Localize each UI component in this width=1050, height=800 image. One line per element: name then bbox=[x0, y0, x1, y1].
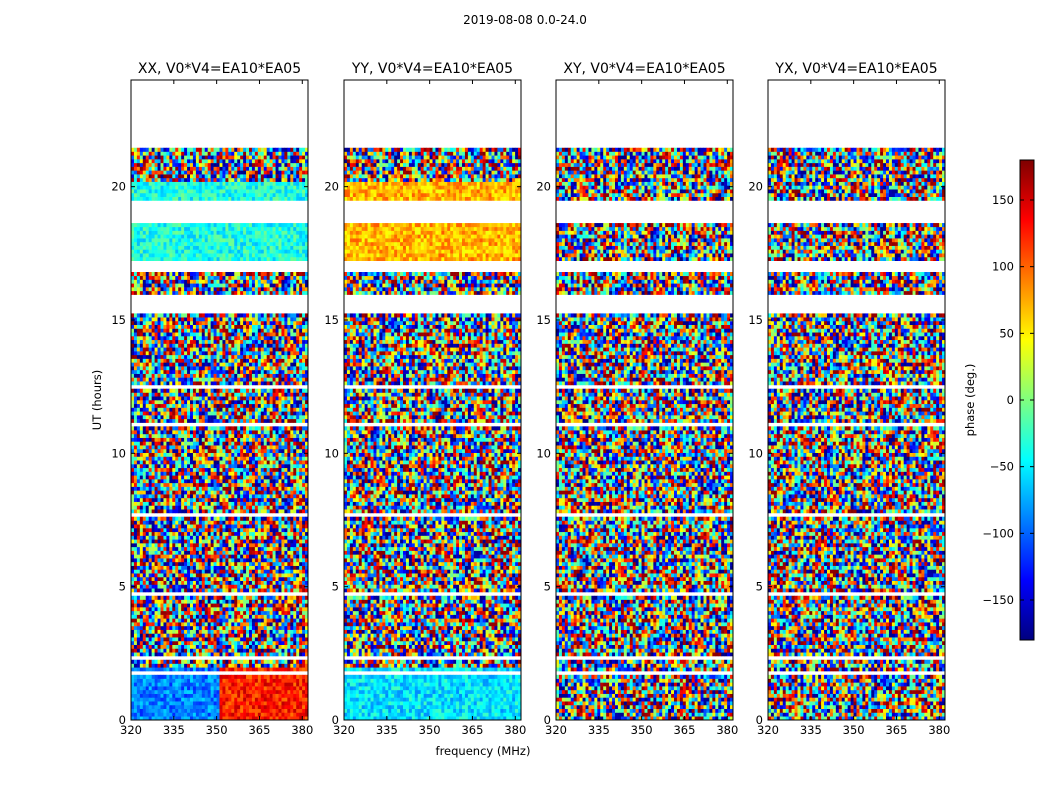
x-tick-label: 320 bbox=[757, 723, 779, 737]
y-axis-label: UT (hours) bbox=[90, 370, 104, 430]
y-tick-label: 15 bbox=[536, 313, 551, 327]
panel-title: YX, V0*V4=EA10*EA05 bbox=[774, 61, 937, 77]
y-tick-label: 0 bbox=[544, 713, 551, 727]
y-tick-label: 5 bbox=[332, 580, 339, 594]
x-tick-label: 380 bbox=[504, 723, 526, 737]
colorbar-tick-label: −100 bbox=[982, 526, 1014, 540]
panel-2-frame bbox=[343, 79, 522, 721]
x-tick-label: 350 bbox=[843, 723, 865, 737]
x-tick-label: 335 bbox=[800, 723, 822, 737]
x-tick-label: 350 bbox=[419, 723, 441, 737]
x-tick-label: 365 bbox=[248, 723, 270, 737]
x-tick-label: 380 bbox=[716, 723, 738, 737]
y-tick-label: 0 bbox=[332, 713, 339, 727]
colorbar-label: phase (deg.) bbox=[963, 364, 977, 437]
panel-4-frame bbox=[767, 79, 946, 721]
y-tick-label: 0 bbox=[119, 713, 126, 727]
panel-3-frame bbox=[555, 79, 734, 721]
colorbar-tick-label: −150 bbox=[982, 593, 1014, 607]
y-tick-label: 10 bbox=[536, 446, 551, 460]
x-tick-label: 335 bbox=[163, 723, 185, 737]
y-tick-label: 10 bbox=[111, 446, 126, 460]
colorbar-tick-label: 150 bbox=[992, 193, 1014, 207]
x-tick-label: 365 bbox=[673, 723, 695, 737]
panel-title: YY, V0*V4=EA10*EA05 bbox=[351, 61, 513, 77]
y-tick-label: 5 bbox=[119, 580, 126, 594]
x-axis-label: frequency (MHz) bbox=[436, 744, 531, 758]
colorbar-tick-label: 50 bbox=[999, 326, 1014, 340]
y-tick-label: 15 bbox=[324, 313, 339, 327]
x-tick-label: 320 bbox=[545, 723, 567, 737]
panel-1-heatmap bbox=[131, 147, 309, 721]
colorbar-tick-label: 0 bbox=[1007, 393, 1014, 407]
figure-title: 2019-08-08 0.0-24.0 bbox=[0, 13, 1050, 27]
panel-2: YY, V0*V4=EA10*EA05 320 335 350 365 380 0 5 10 15… bbox=[324, 61, 526, 737]
y-tick-label: 0 bbox=[756, 713, 763, 727]
panel-4: YX, V0*V4=EA10*EA05 320 335 350 365 380 0 5 10 15… bbox=[748, 61, 950, 737]
y-tick-label: 5 bbox=[544, 580, 551, 594]
x-tick-label: 365 bbox=[461, 723, 483, 737]
x-tick-label: 335 bbox=[588, 723, 610, 737]
y-tick-label: 20 bbox=[324, 180, 339, 194]
panel-title: XY, V0*V4=EA10*EA05 bbox=[563, 61, 725, 77]
x-tick-label: 380 bbox=[291, 723, 313, 737]
panel-1: XX, V0*V4=EA10*EA05 320 335 350 365 380 0 5 10 15… bbox=[111, 61, 313, 737]
y-tick-label: 15 bbox=[748, 313, 763, 327]
colorbar-ticks: 150 100 50 0 −50 −100 −150 bbox=[982, 193, 1034, 607]
x-tick-label: 350 bbox=[206, 723, 228, 737]
x-tick-label: 380 bbox=[928, 723, 950, 737]
colorbar-tick-label: −50 bbox=[990, 460, 1014, 474]
x-tick-label: 335 bbox=[376, 723, 398, 737]
x-tick-label: 365 bbox=[885, 723, 907, 737]
y-tick-label: 15 bbox=[111, 313, 126, 327]
panel-1-frame bbox=[130, 79, 309, 721]
y-tick-label: 20 bbox=[748, 180, 763, 194]
x-tick-label: 320 bbox=[120, 723, 142, 737]
y-tick-label: 20 bbox=[536, 180, 551, 194]
panel-4-heatmap bbox=[768, 147, 946, 721]
colorbar-tick-label: 100 bbox=[992, 260, 1014, 274]
y-tick-label: 10 bbox=[324, 446, 339, 460]
panel-3-heatmap bbox=[556, 147, 734, 721]
panel-title: XX, V0*V4=EA10*EA05 bbox=[138, 61, 301, 77]
y-tick-label: 10 bbox=[748, 446, 763, 460]
y-tick-label: 5 bbox=[756, 580, 763, 594]
x-tick-label: 320 bbox=[333, 723, 355, 737]
panel-2-heatmap bbox=[344, 147, 522, 721]
x-tick-label: 350 bbox=[631, 723, 653, 737]
panels-group: XX, V0*V4=EA10*EA05 320 335 350 365 380 0 5 10 15… bbox=[111, 61, 950, 737]
panel-3: XY, V0*V4=EA10*EA05 320 335 350 365 380 0 5 10 15… bbox=[536, 61, 738, 737]
colorbar: 150 100 50 0 −50 −100 −150 phase (deg.) bbox=[963, 159, 1035, 641]
y-tick-label: 20 bbox=[111, 180, 126, 194]
